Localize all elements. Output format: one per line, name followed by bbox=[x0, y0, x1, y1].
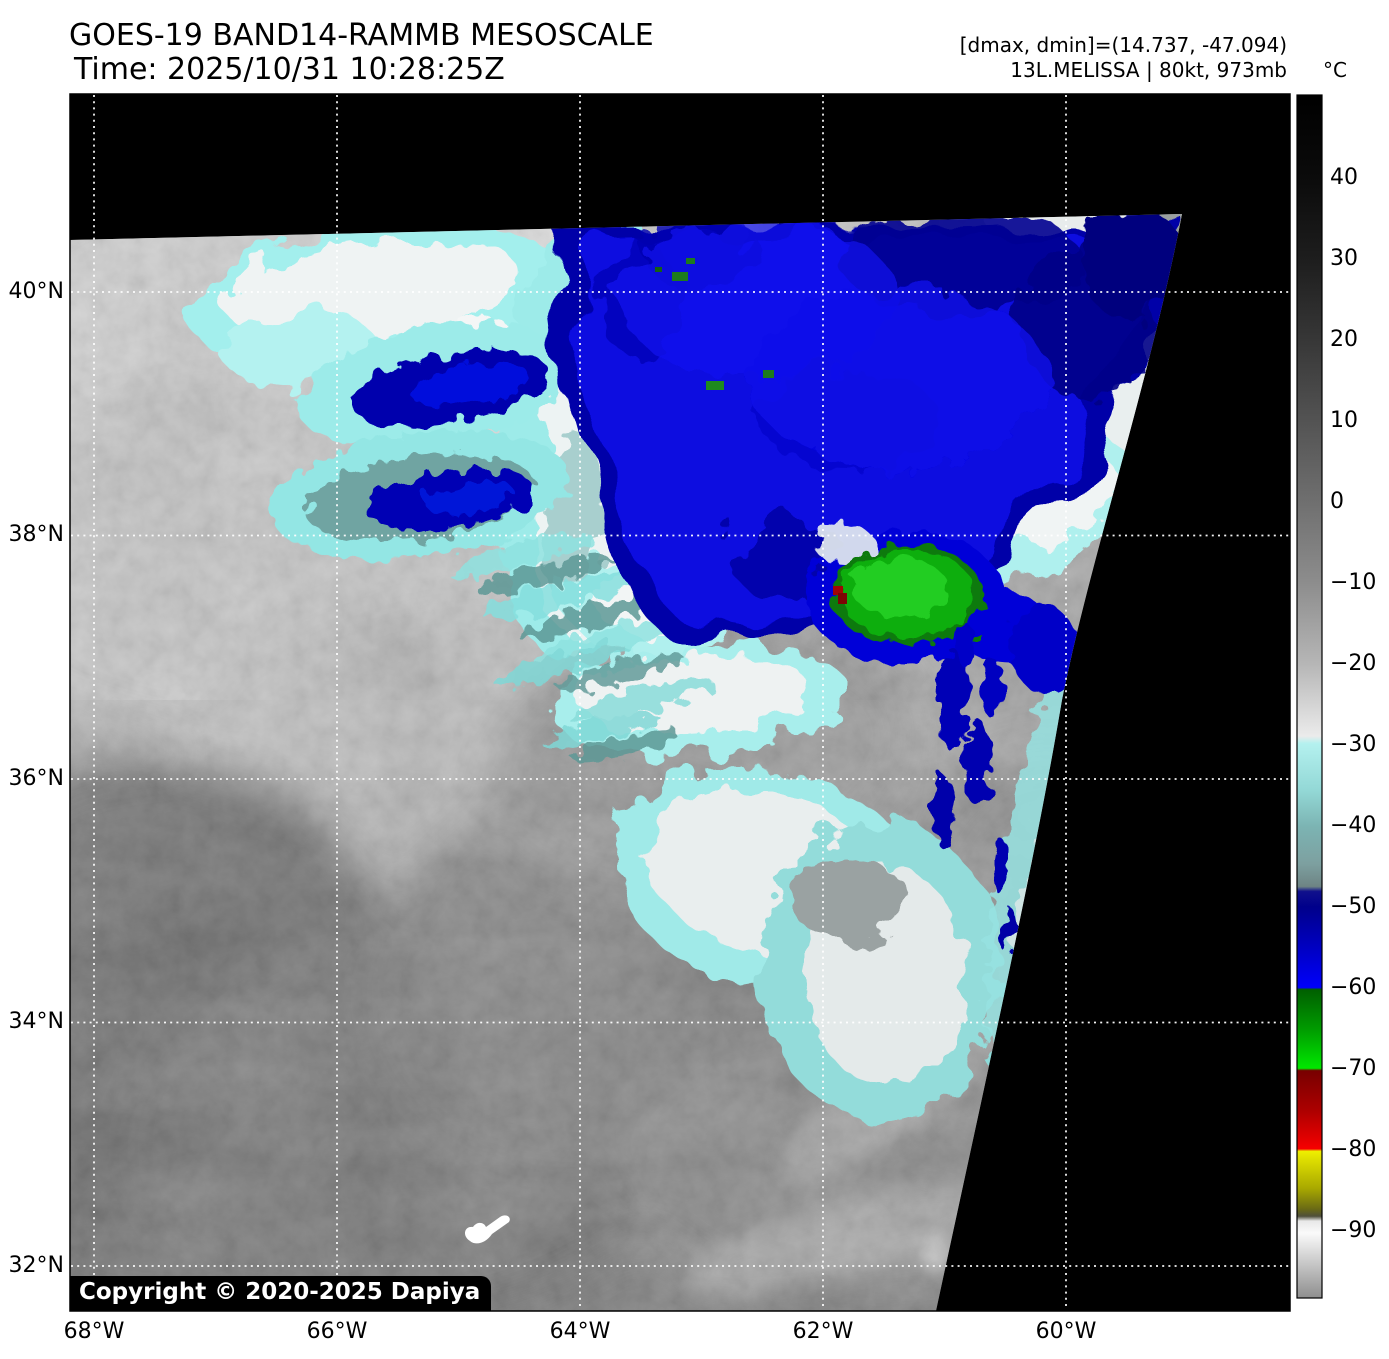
image-swath bbox=[70, 214, 1182, 1311]
green-specks bbox=[655, 258, 774, 390]
colorbar-tick-label: 0 bbox=[1330, 489, 1344, 514]
lon-tick-label: 62°W bbox=[792, 1319, 854, 1344]
colorbar-tick-label: −30 bbox=[1330, 732, 1377, 757]
colorbar-tick-label: 30 bbox=[1330, 246, 1358, 271]
lon-tick-label: 64°W bbox=[549, 1319, 611, 1344]
cold-core-red-spot bbox=[833, 586, 847, 604]
colorbar-tick-label: −50 bbox=[1330, 894, 1377, 919]
colorbar bbox=[1296, 94, 1323, 1299]
colorbar-tick-label: −10 bbox=[1330, 570, 1377, 595]
cold-streaks-west bbox=[271, 322, 574, 560]
lat-tick-label: 34°N bbox=[8, 1009, 64, 1034]
copyright-badge: Copyright © 2020-2025 Dapiya bbox=[70, 1276, 492, 1311]
timestamp: Time: 2025/10/31 10:28:25Z bbox=[74, 52, 505, 87]
colorbar-tick-label: −80 bbox=[1330, 1137, 1377, 1162]
colorbar-tick-label: −40 bbox=[1330, 813, 1377, 838]
colorbar-unit-label: °C bbox=[1323, 58, 1347, 82]
bermuda-outline bbox=[464, 1215, 510, 1244]
gridlines bbox=[71, 95, 1289, 1310]
lat-tick-label: 40°N bbox=[8, 279, 64, 304]
lon-tick-label: 66°W bbox=[306, 1319, 368, 1344]
storm-annotation: 13L.MELISSA | 80kt, 973mb bbox=[1010, 58, 1287, 82]
colorbar-tick-label: 10 bbox=[1330, 408, 1358, 433]
colorbar-tick-label: 20 bbox=[1330, 327, 1358, 352]
colorbar-tick-label: −70 bbox=[1330, 1056, 1377, 1081]
lat-tick-label: 32°N bbox=[8, 1253, 64, 1278]
lon-tick-label: 60°W bbox=[1035, 1319, 1097, 1344]
plot-frame bbox=[69, 93, 1291, 1312]
lon-tick-label: 68°W bbox=[63, 1319, 125, 1344]
colorbar-tick-label: −20 bbox=[1330, 651, 1377, 676]
wave-cloud-streaks bbox=[447, 532, 713, 761]
range-annotation: [dmax, dmin]=(14.737, -47.094) bbox=[959, 33, 1287, 57]
colorbar-tick-label: 40 bbox=[1330, 165, 1358, 190]
page-title: GOES-19 BAND14-RAMMB MESOSCALE bbox=[69, 18, 654, 53]
colorbar-tick-label: −90 bbox=[1330, 1218, 1377, 1243]
colorbar-tick-label: −60 bbox=[1330, 975, 1377, 1000]
lat-tick-label: 36°N bbox=[8, 766, 64, 791]
lat-tick-label: 38°N bbox=[8, 522, 64, 547]
